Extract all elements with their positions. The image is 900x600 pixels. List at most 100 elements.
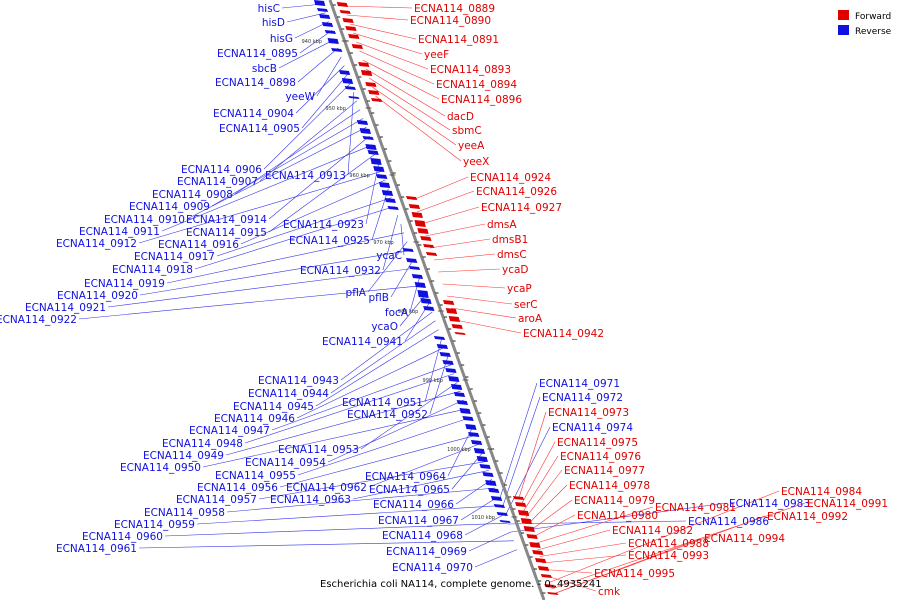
reverse-gene-label[interactable]: ECNA114_0918	[112, 264, 193, 276]
reverse-gene-label[interactable]: ECNA114_0952	[347, 409, 428, 421]
forward-gene-label[interactable]: ECNA114_0893	[430, 64, 511, 76]
reverse-gene-label[interactable]: ECNA114_0941	[322, 336, 403, 348]
reverse-gene-label[interactable]: ECNA114_0911	[79, 226, 160, 238]
forward-gene-label[interactable]: ycaD	[502, 264, 529, 276]
forward-gene-label[interactable]: ECNA114_0889	[414, 3, 495, 15]
forward-gene-label[interactable]: ECNA114_0976	[560, 451, 641, 463]
reverse-gene-label[interactable]: ECNA114_0910	[104, 214, 185, 226]
forward-gene-label[interactable]: ECNA114_0926	[476, 186, 557, 198]
reverse-gene-label[interactable]: ECNA114_0905	[219, 123, 300, 135]
reverse-gene-label[interactable]: ECNA114_0966	[373, 499, 454, 511]
reverse-gene-label[interactable]: ECNA114_0913	[265, 170, 346, 182]
forward-gene-label[interactable]: sbmC	[452, 125, 482, 137]
reverse-gene-label[interactable]: ECNA114_0895	[217, 48, 298, 60]
forward-gene-label[interactable]: ECNA114_0979	[574, 495, 655, 507]
reverse-gene-label[interactable]: ECNA114_0960	[82, 531, 163, 543]
forward-gene-label[interactable]: ECNA114_0924	[470, 172, 551, 184]
reverse-gene-label[interactable]: ECNA114_0919	[84, 278, 165, 290]
forward-gene-label[interactable]: ECNA114_0891	[418, 34, 499, 46]
forward-gene-label[interactable]: dmsC	[497, 249, 527, 261]
reverse-gene-label[interactable]: ECNA114_0969	[386, 546, 467, 558]
reverse-gene-label[interactable]: ECNA114_0921	[25, 302, 106, 314]
forward-gene-label[interactable]: ECNA114_0978	[569, 480, 650, 492]
reverse-gene-label[interactable]: ECNA114_0956	[197, 482, 278, 494]
reverse-gene-label[interactable]: ECNA114_0917	[134, 251, 215, 263]
reverse-gene-label[interactable]: ECNA114_0925	[289, 235, 370, 247]
reverse-gene-label[interactable]: ECNA114_0964	[365, 471, 446, 483]
reverse-gene-label[interactable]: ECNA114_0965	[369, 484, 450, 496]
forward-gene-label[interactable]: yeeX	[463, 156, 489, 168]
reverse-gene-label[interactable]: ECNA114_0912	[56, 238, 137, 250]
forward-gene-label[interactable]: ECNA114_0981	[655, 502, 736, 514]
reverse-gene-label[interactable]: ECNA114_0898	[215, 77, 296, 89]
reverse-gene-label[interactable]: ECNA114_0974	[552, 422, 633, 434]
reverse-gene-label[interactable]: ECNA114_0922	[0, 314, 77, 326]
reverse-gene-label[interactable]: ECNA114_0944	[248, 388, 329, 400]
reverse-gene-label[interactable]: ECNA114_0959	[114, 519, 195, 531]
reverse-gene-label[interactable]: hisD	[262, 17, 285, 29]
forward-gene-label[interactable]: yeeF	[424, 49, 449, 61]
forward-gene-label[interactable]: ECNA114_0973	[548, 407, 629, 419]
forward-gene-label[interactable]: ECNA114_0942	[523, 328, 604, 340]
forward-gene-label[interactable]: dacD	[447, 111, 474, 123]
forward-gene-label[interactable]: ECNA114_0992	[767, 511, 848, 523]
reverse-gene-label[interactable]: ECNA114_0946	[214, 413, 295, 425]
reverse-gene-label[interactable]: ECNA114_0932	[300, 265, 381, 277]
forward-gene-label[interactable]: aroA	[518, 313, 543, 325]
reverse-gene-label[interactable]: ECNA114_0967	[378, 515, 459, 527]
reverse-gene-label[interactable]: ECNA114_0950	[120, 462, 201, 474]
reverse-gene-label[interactable]: ECNA114_0947	[189, 425, 270, 437]
forward-gene-label[interactable]: ECNA114_0982	[612, 525, 693, 537]
reverse-gene-label[interactable]: ECNA114_0968	[382, 530, 463, 542]
reverse-gene-label[interactable]: ECNA114_0949	[143, 450, 224, 462]
reverse-gene-label[interactable]: ECNA114_0970	[392, 562, 473, 574]
reverse-gene-label[interactable]: ycaO	[371, 321, 398, 333]
reverse-gene-label[interactable]: ECNA114_0948	[162, 438, 243, 450]
forward-gene-label[interactable]: ECNA114_0991	[807, 498, 888, 510]
forward-gene-label[interactable]: serC	[514, 299, 538, 311]
reverse-gene-label[interactable]: sbcB	[252, 63, 277, 75]
forward-gene-label[interactable]: ECNA114_0894	[436, 79, 517, 91]
forward-gene-label[interactable]: ECNA114_0993	[628, 550, 709, 562]
reverse-gene-label[interactable]: ECNA114_0906	[181, 164, 262, 176]
reverse-gene-label[interactable]: ECNA114_0945	[233, 401, 314, 413]
reverse-gene-label[interactable]: ECNA114_0923	[283, 219, 364, 231]
reverse-gene-label[interactable]: pflA	[346, 287, 367, 299]
reverse-gene-label[interactable]: hisG	[270, 33, 293, 45]
reverse-gene-label[interactable]: ECNA114_0955	[215, 470, 296, 482]
reverse-gene-label[interactable]: ECNA114_0907	[177, 176, 258, 188]
forward-gene-label[interactable]: ECNA114_0975	[557, 437, 638, 449]
forward-gene-label[interactable]: ECNA114_0927	[481, 202, 562, 214]
forward-gene-label[interactable]: ECNA114_0995	[594, 568, 675, 580]
forward-gene-label[interactable]: ECNA114_0890	[410, 15, 491, 27]
reverse-gene-label[interactable]: pflB	[369, 292, 389, 304]
reverse-gene-label[interactable]: ECNA114_0951	[342, 397, 423, 409]
reverse-gene-label[interactable]: ECNA114_0904	[213, 108, 294, 120]
reverse-gene-label[interactable]: ECNA114_0915	[186, 227, 267, 239]
reverse-gene-label[interactable]: ECNA114_0943	[258, 375, 339, 387]
forward-gene-label[interactable]: ECNA114_0988	[628, 538, 709, 550]
forward-gene-label[interactable]: ycaP	[507, 283, 532, 295]
reverse-gene-label[interactable]: ECNA114_0962	[286, 482, 367, 494]
forward-gene-label[interactable]: ECNA114_0980	[577, 510, 658, 522]
reverse-gene-label[interactable]: ECNA114_0954	[245, 457, 326, 469]
reverse-gene-label[interactable]: ECNA114_0972	[542, 392, 623, 404]
reverse-gene-label[interactable]: ECNA114_0916	[158, 239, 239, 251]
reverse-gene-label[interactable]: ECNA114_0920	[57, 290, 138, 302]
forward-gene-label[interactable]: ECNA114_0984	[781, 486, 862, 498]
forward-gene-label[interactable]: ECNA114_0977	[564, 465, 645, 477]
reverse-gene-label[interactable]: ECNA114_0986	[688, 516, 769, 528]
forward-gene-label[interactable]: dmsA	[487, 219, 517, 231]
reverse-gene-label[interactable]: ECNA114_0953	[278, 444, 359, 456]
reverse-gene-label[interactable]: ECNA114_0957	[176, 494, 257, 506]
forward-gene-label[interactable]: yeeA	[458, 140, 485, 152]
reverse-gene-label[interactable]: ECNA114_0971	[539, 378, 620, 390]
reverse-gene-label[interactable]: ECNA114_0983	[729, 498, 810, 510]
forward-gene-label[interactable]: dmsB1	[492, 234, 528, 246]
reverse-gene-label[interactable]: ECNA114_0914	[186, 214, 267, 226]
reverse-gene-label[interactable]: ECNA114_0958	[144, 507, 225, 519]
reverse-gene-label[interactable]: ycaC	[376, 250, 402, 262]
reverse-gene-label[interactable]: ECNA114_0908	[152, 189, 233, 201]
forward-gene-label[interactable]: ECNA114_0896	[441, 94, 522, 106]
reverse-gene-label[interactable]: focA	[385, 307, 409, 319]
